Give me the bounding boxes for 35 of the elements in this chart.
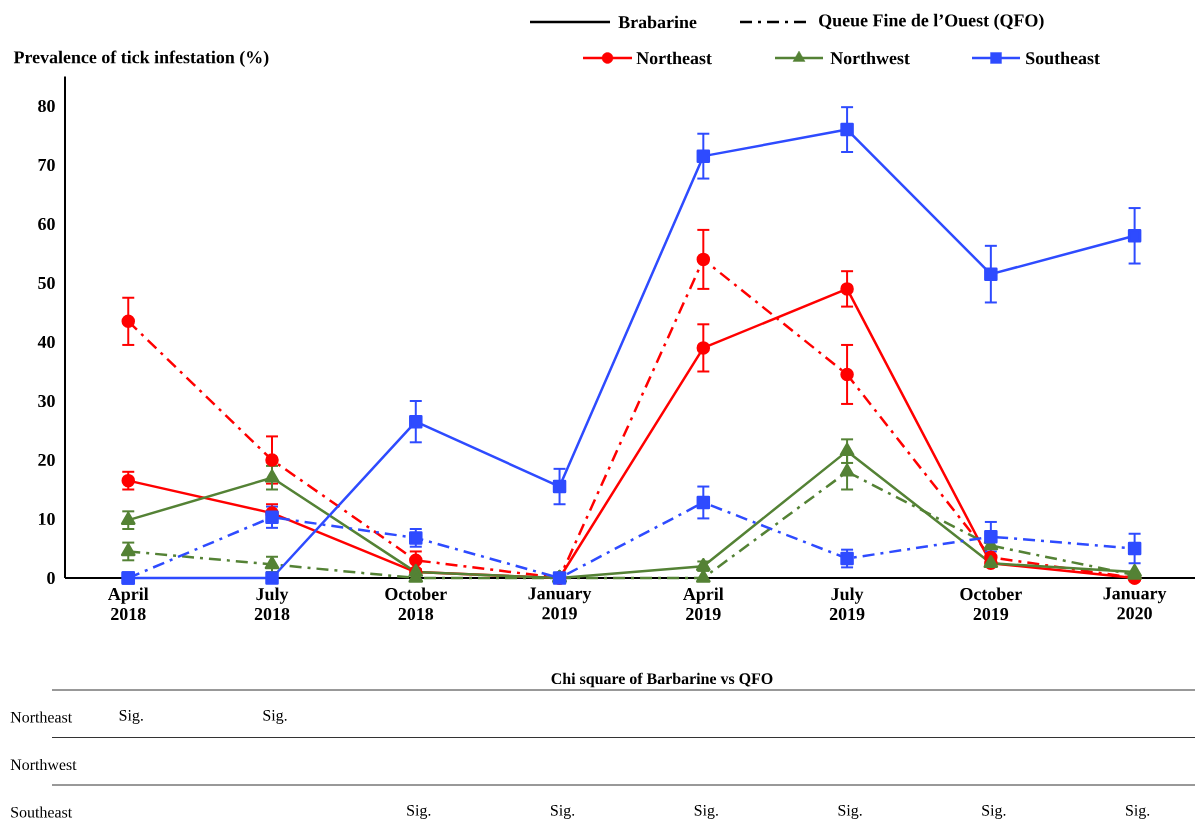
text: Sig. (694, 805, 718, 819)
x-tick-label: July 2018 (254, 587, 290, 621)
x-tick-label: July 2019 (829, 587, 865, 621)
y-tick-label: 0 (47, 571, 55, 585)
text: Sig. (1126, 805, 1150, 819)
text: Brabarine (618, 15, 697, 29)
y-tick-label: 10 (38, 512, 55, 526)
text: Chi square of Barbarine vs QFO (551, 672, 773, 688)
text: Sig. (119, 710, 143, 724)
text: Sig. (982, 805, 1006, 819)
y-axis-title: Prevalence of tick infestation (%) (13, 50, 269, 67)
legend-label: Northwest (830, 51, 910, 65)
x-tick-label: October 2019 (960, 587, 1022, 621)
x-tick-label: January 2020 (1103, 587, 1167, 620)
text: Sig. (263, 710, 287, 724)
text: Sig. (551, 805, 575, 819)
y-tick-label: 50 (38, 276, 55, 290)
y-tick-label: 40 (37, 335, 55, 349)
text: Queue Fine de l’Ouest (QFO) (819, 13, 1044, 31)
text: Sig. (838, 805, 862, 819)
y-tick-label: 60 (38, 217, 55, 231)
legend-label: Northeast (636, 51, 712, 65)
legend-label: Southeast (1026, 51, 1100, 65)
y-tick-label: 30 (38, 394, 55, 408)
y-tick-label: 20 (38, 453, 55, 467)
text: Northeast (10, 711, 73, 723)
y-tick-label: 70 (38, 158, 55, 172)
x-tick-label: April 2019 (683, 587, 724, 621)
y-tick-label: 80 (38, 99, 55, 113)
text: Southeast (11, 806, 73, 818)
text: Northwest (10, 758, 77, 771)
x-tick-label: January 2019 (528, 587, 592, 620)
x-tick-label: April 2018 (108, 587, 149, 621)
text: Sig. (407, 805, 431, 819)
x-tick-label: October 2018 (385, 587, 447, 621)
